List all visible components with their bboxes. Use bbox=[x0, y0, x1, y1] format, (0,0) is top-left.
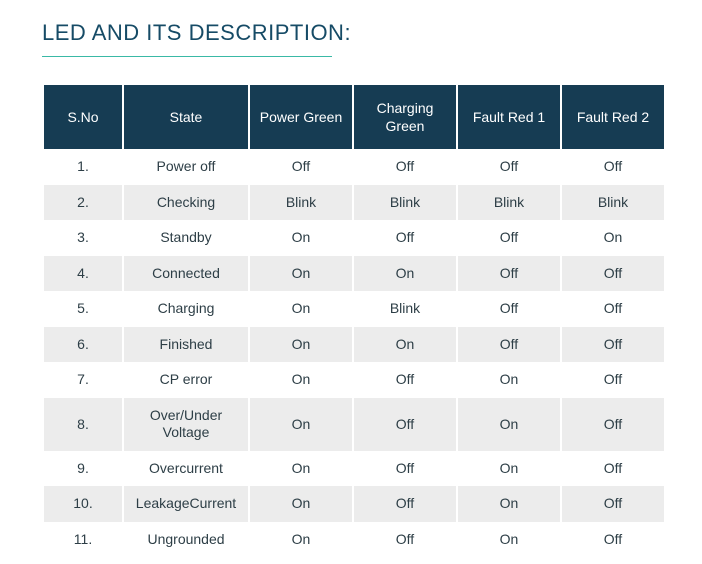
cell-fault-red-2: Blink bbox=[562, 185, 664, 221]
cell-fault-red-1: On bbox=[458, 398, 560, 451]
cell-fault-red-1: Off bbox=[458, 327, 560, 363]
col-header-state: State bbox=[124, 85, 248, 149]
cell-state: Overcurrent bbox=[124, 451, 248, 487]
cell-power-green: On bbox=[250, 256, 352, 292]
cell-fault-red-1: On bbox=[458, 362, 560, 398]
led-description-table: S.No State Power Green Charging Green Fa… bbox=[42, 85, 666, 557]
cell-fault-red-2: On bbox=[562, 220, 664, 256]
cell-fault-red-1: Off bbox=[458, 291, 560, 327]
cell-fault-red-2: Off bbox=[562, 362, 664, 398]
col-header-charging-green: Charging Green bbox=[354, 85, 456, 149]
cell-fault-red-2: Off bbox=[562, 398, 664, 451]
cell-power-green: Blink bbox=[250, 185, 352, 221]
col-header-fault-red-2: Fault Red 2 bbox=[562, 85, 664, 149]
cell-power-green: On bbox=[250, 398, 352, 451]
table-row: 5.ChargingOnBlinkOffOff bbox=[44, 291, 664, 327]
cell-sno: 4. bbox=[44, 256, 122, 292]
cell-charging-green: Off bbox=[354, 451, 456, 487]
table-row: 10.LeakageCurrentOnOffOnOff bbox=[44, 486, 664, 522]
cell-charging-green: Blink bbox=[354, 185, 456, 221]
cell-charging-green: Off bbox=[354, 220, 456, 256]
cell-fault-red-2: Off bbox=[562, 486, 664, 522]
cell-sno: 10. bbox=[44, 486, 122, 522]
cell-state: Over/Under Voltage bbox=[124, 398, 248, 451]
cell-state: CP error bbox=[124, 362, 248, 398]
cell-fault-red-1: Off bbox=[458, 149, 560, 185]
cell-power-green: On bbox=[250, 486, 352, 522]
cell-sno: 7. bbox=[44, 362, 122, 398]
cell-power-green: On bbox=[250, 522, 352, 558]
cell-charging-green: Off bbox=[354, 398, 456, 451]
table-body: 1.Power offOffOffOffOff 2.CheckingBlinkB… bbox=[44, 149, 664, 557]
cell-power-green: On bbox=[250, 291, 352, 327]
cell-fault-red-2: Off bbox=[562, 327, 664, 363]
cell-fault-red-1: Off bbox=[458, 220, 560, 256]
cell-fault-red-1: Off bbox=[458, 256, 560, 292]
cell-sno: 5. bbox=[44, 291, 122, 327]
cell-fault-red-2: Off bbox=[562, 149, 664, 185]
cell-fault-red-2: Off bbox=[562, 522, 664, 558]
cell-fault-red-1: On bbox=[458, 451, 560, 487]
cell-fault-red-2: Off bbox=[562, 291, 664, 327]
cell-power-green: On bbox=[250, 362, 352, 398]
cell-sno: 1. bbox=[44, 149, 122, 185]
cell-power-green: On bbox=[250, 451, 352, 487]
cell-state: Checking bbox=[124, 185, 248, 221]
cell-sno: 9. bbox=[44, 451, 122, 487]
table-row: 6.FinishedOnOnOffOff bbox=[44, 327, 664, 363]
cell-charging-green: Off bbox=[354, 362, 456, 398]
cell-state: Standby bbox=[124, 220, 248, 256]
cell-state: Connected bbox=[124, 256, 248, 292]
table-row: 9.OvercurrentOnOffOnOff bbox=[44, 451, 664, 487]
col-header-sno: S.No bbox=[44, 85, 122, 149]
cell-fault-red-2: Off bbox=[562, 256, 664, 292]
cell-charging-green: Off bbox=[354, 486, 456, 522]
table-row: 4.ConnectedOnOnOffOff bbox=[44, 256, 664, 292]
table-row: 11.UngroundedOnOffOnOff bbox=[44, 522, 664, 558]
cell-sno: 8. bbox=[44, 398, 122, 451]
cell-power-green: On bbox=[250, 327, 352, 363]
cell-fault-red-1: Blink bbox=[458, 185, 560, 221]
cell-sno: 6. bbox=[44, 327, 122, 363]
cell-charging-green: On bbox=[354, 256, 456, 292]
cell-fault-red-1: On bbox=[458, 522, 560, 558]
cell-sno: 3. bbox=[44, 220, 122, 256]
table-row: 7.CP errorOnOffOnOff bbox=[44, 362, 664, 398]
cell-fault-red-2: Off bbox=[562, 451, 664, 487]
cell-charging-green: Off bbox=[354, 522, 456, 558]
cell-state: Finished bbox=[124, 327, 248, 363]
cell-sno: 2. bbox=[44, 185, 122, 221]
table-row: 2.CheckingBlinkBlinkBlinkBlink bbox=[44, 185, 664, 221]
cell-power-green: On bbox=[250, 220, 352, 256]
cell-sno: 11. bbox=[44, 522, 122, 558]
page-title: LED AND ITS DESCRIPTION: bbox=[42, 20, 660, 46]
cell-charging-green: On bbox=[354, 327, 456, 363]
table-header-row: S.No State Power Green Charging Green Fa… bbox=[44, 85, 664, 149]
cell-fault-red-1: On bbox=[458, 486, 560, 522]
cell-state: Power off bbox=[124, 149, 248, 185]
col-header-power-green: Power Green bbox=[250, 85, 352, 149]
col-header-fault-red-1: Fault Red 1 bbox=[458, 85, 560, 149]
cell-state: LeakageCurrent bbox=[124, 486, 248, 522]
cell-state: Charging bbox=[124, 291, 248, 327]
cell-charging-green: Blink bbox=[354, 291, 456, 327]
table-row: 8.Over/Under VoltageOnOffOnOff bbox=[44, 398, 664, 451]
table-row: 3.StandbyOnOffOffOn bbox=[44, 220, 664, 256]
cell-charging-green: Off bbox=[354, 149, 456, 185]
cell-power-green: Off bbox=[250, 149, 352, 185]
title-underline bbox=[42, 56, 332, 57]
cell-state: Ungrounded bbox=[124, 522, 248, 558]
table-row: 1.Power offOffOffOffOff bbox=[44, 149, 664, 185]
